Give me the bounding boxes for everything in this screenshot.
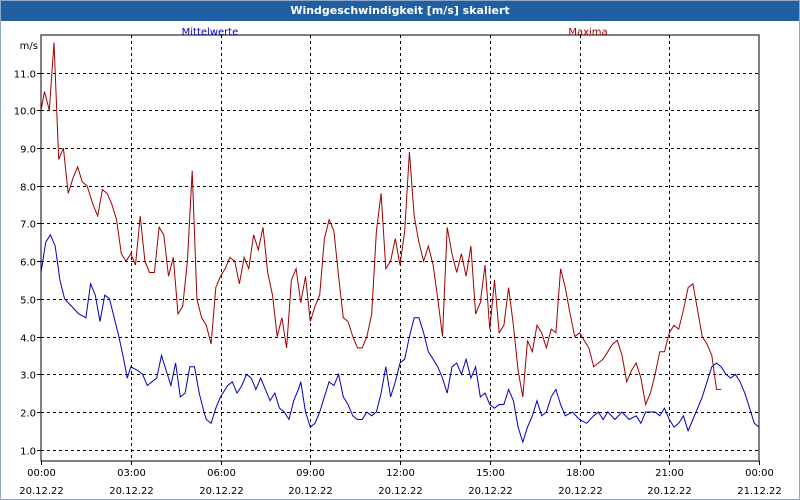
x-tick-date-label: 20.12.22 (468, 486, 513, 497)
y-tick-label: 11.0 (14, 70, 36, 81)
y-tick-label: 8.0 (20, 183, 36, 194)
axis-layer: 1.0 2.0 3.0 4.0 5.0 6.0 7.0 8.0 9.0 10.0 11.0 m/s 00… (14, 34, 782, 497)
x-tick-time-label: 21:00 (655, 468, 684, 479)
legend-entry-maxima: Maxima (568, 27, 607, 38)
x-tick-date-label: 20.12.22 (558, 486, 603, 497)
y-tick-label: 5.0 (20, 296, 36, 307)
y-tick-label: 10.0 (14, 107, 36, 118)
y-axis-label: m/s (20, 41, 38, 52)
y-tick-label: 1.0 (20, 447, 36, 458)
x-tick-time-label: 15:00 (476, 468, 505, 479)
x-tick-date-label: 20.12.22 (109, 486, 154, 497)
chart-title: Windgeschwindigkeit [m/s] skaliert (1, 1, 799, 21)
y-tick-label: 2.0 (20, 409, 36, 420)
y-tick-label: 3.0 (20, 371, 36, 382)
y-tick-label: 4.0 (20, 334, 36, 345)
series-layer (41, 42, 759, 444)
y-tick-label: 6.0 (20, 258, 36, 269)
y-tick-label: 7.0 (20, 220, 36, 231)
x-tick-time-label: 03:00 (117, 468, 146, 479)
x-tick-date-label: 20.12.22 (199, 486, 244, 497)
x-tick-time-label: 00:00 (27, 468, 56, 479)
x-tick-date-label: 21.12.22 (737, 486, 782, 497)
legend-entry-mittelwerte: Mittelwerte (182, 27, 239, 38)
x-tick-time-label: 06:00 (207, 468, 236, 479)
x-tick-time-label: 12:00 (386, 468, 415, 479)
x-tick-time-label: 18:00 (566, 468, 595, 479)
series-line-maxima (41, 42, 722, 407)
y-tick-label: 9.0 (20, 145, 36, 156)
grid-layer (41, 35, 759, 461)
series-line-mittelwerte (41, 233, 759, 444)
x-tick-date-label: 20.12.22 (378, 486, 423, 497)
x-tick-date-label: 20.12.22 (647, 486, 692, 497)
x-tick-date-label: 20.12.22 (19, 486, 64, 497)
legend-layer: Mittelwerte Maxima (182, 27, 608, 38)
x-tick-time-label: 00:00 (745, 468, 774, 479)
x-tick-time-label: 09:00 (296, 468, 325, 479)
x-tick-date-label: 20.12.22 (288, 486, 333, 497)
